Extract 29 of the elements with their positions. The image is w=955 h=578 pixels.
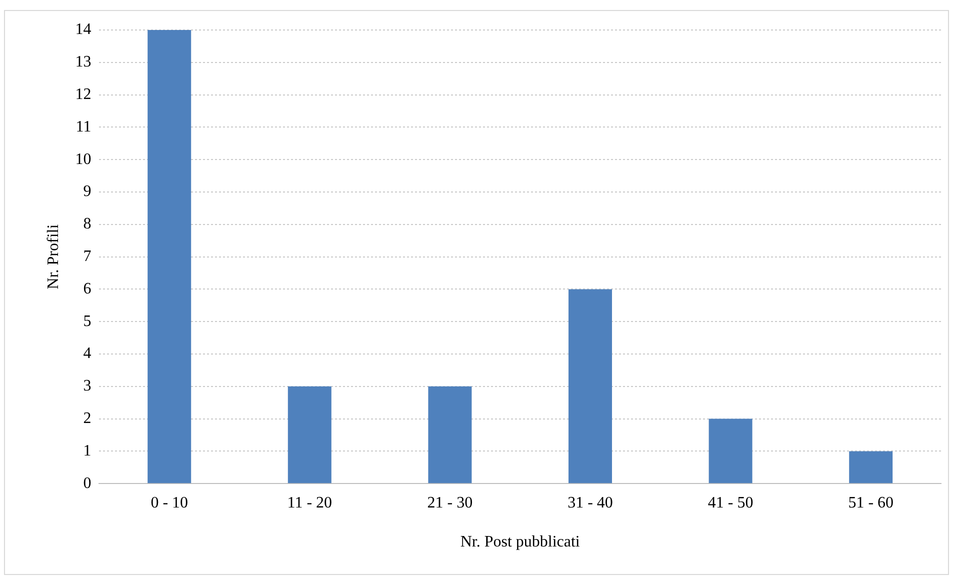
y-tick-label: 1 — [83, 442, 92, 460]
y-tick-label: 4 — [83, 345, 92, 362]
x-tick-label: 0 - 10 — [150, 494, 188, 512]
y-tick-label: 9 — [83, 183, 92, 200]
y-tick-label: 12 — [75, 86, 92, 104]
y-tick-label: 11 — [76, 118, 92, 136]
y-tick-label: 6 — [83, 280, 92, 298]
y-tick-label: 3 — [83, 378, 92, 395]
y-tick-label: 7 — [83, 248, 92, 266]
x-tick-label: 41 - 50 — [708, 494, 754, 512]
y-tick-label: 8 — [83, 216, 92, 233]
y-tick-label: 2 — [83, 410, 92, 428]
x-tick-label: 51 - 60 — [848, 494, 894, 512]
x-tick-label: 31 - 40 — [568, 494, 613, 512]
bar — [708, 418, 752, 484]
bar — [568, 289, 612, 484]
y-tick-label: 0 — [83, 474, 92, 492]
bar — [428, 386, 472, 484]
x-tick-label: 11 - 20 — [287, 494, 332, 512]
y-tick-label: 13 — [75, 54, 92, 71]
x-axis-title: Nr. Post pubblicati — [460, 534, 580, 551]
bar — [849, 451, 893, 484]
y-tick-label: 14 — [75, 21, 92, 38]
y-tick-label: 5 — [83, 312, 92, 330]
x-tick-label: 21 - 30 — [427, 494, 473, 512]
bar — [148, 30, 192, 484]
bar — [288, 386, 332, 484]
y-axis-title: Nr. Profili — [44, 224, 62, 290]
y-tick-label: 10 — [75, 150, 92, 168]
